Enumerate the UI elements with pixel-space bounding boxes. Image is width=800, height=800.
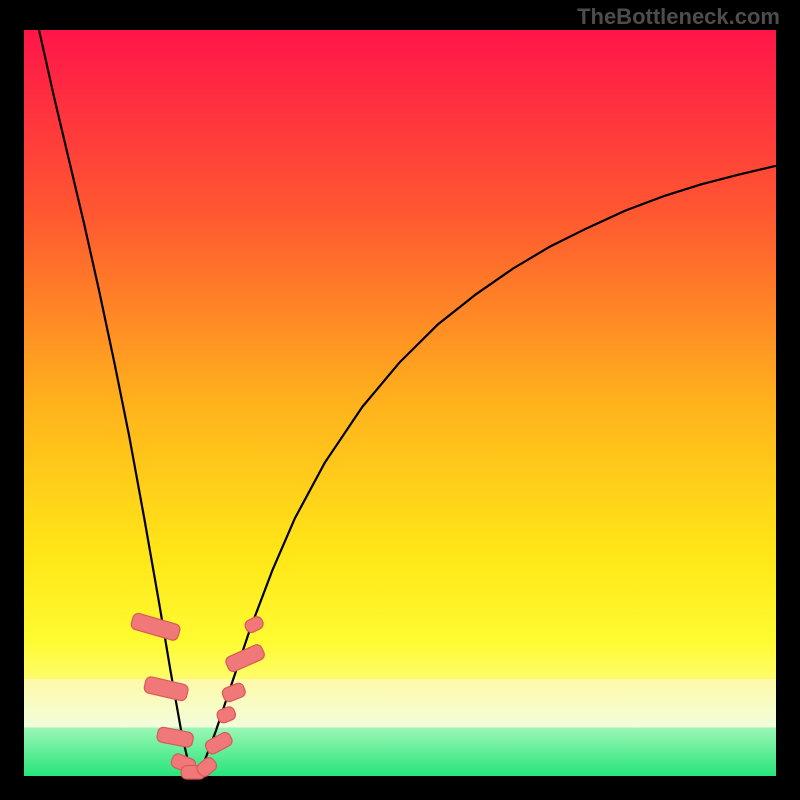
chart-svg: TheBottleneck.com: [0, 0, 800, 800]
pale-band: [24, 679, 776, 727]
bottleneck-chart: TheBottleneck.com: [0, 0, 800, 800]
watermark-text: TheBottleneck.com: [577, 4, 780, 29]
plot-gradient-background: [24, 30, 776, 776]
green-band: [24, 728, 776, 776]
